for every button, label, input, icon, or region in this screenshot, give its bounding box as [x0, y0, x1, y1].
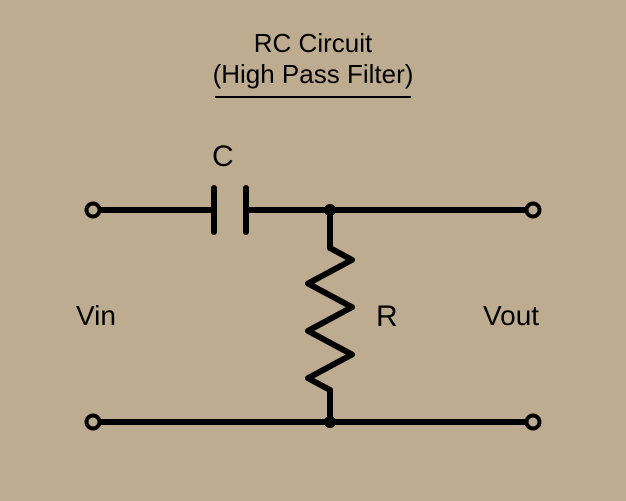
label-resistor: R [376, 300, 398, 334]
label-vout: Vout [483, 300, 539, 332]
label-capacitor: C [212, 140, 234, 174]
rc-highpass-diagram: RC Circuit (High Pass Filter) C R Vin Vo… [0, 0, 626, 501]
title-line-1: RC Circuit [0, 28, 626, 59]
title-line-2: (High Pass Filter) [0, 59, 626, 90]
title-block: RC Circuit (High Pass Filter) [0, 28, 626, 98]
title-underline [215, 96, 411, 98]
label-vin: Vin [76, 300, 116, 332]
